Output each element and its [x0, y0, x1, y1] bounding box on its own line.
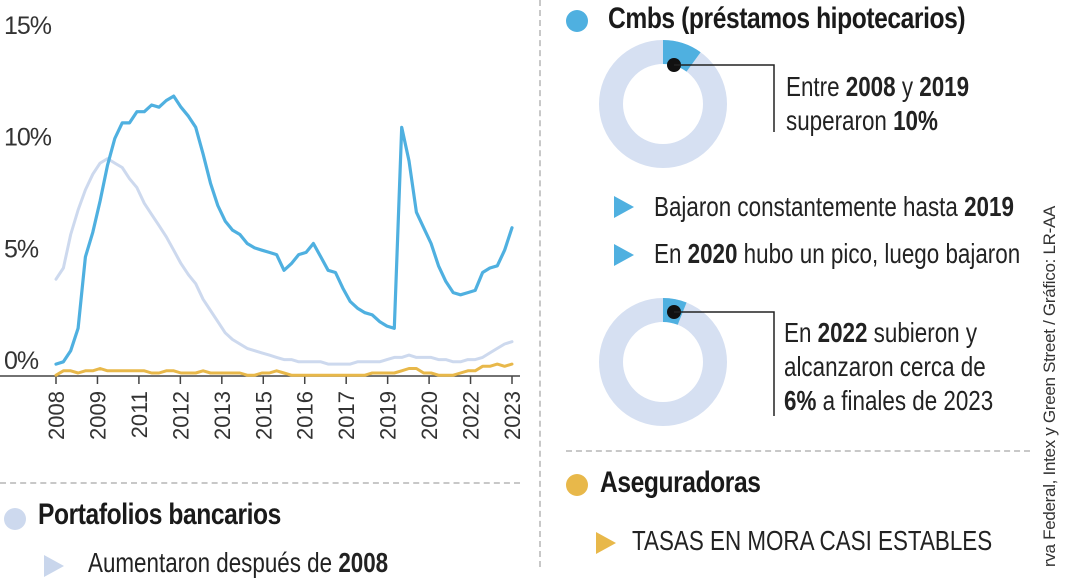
aseguradoras-title: Aseguradoras	[600, 466, 761, 499]
pie2-caption: En 2022 subieron y alcanzaron cerca de 6…	[784, 317, 994, 416]
x-tick-label: 2015	[251, 391, 276, 440]
y-tick-label: 5%	[4, 235, 39, 263]
x-tick-label: 2012	[168, 391, 193, 440]
line-chart: 0% 5% 10% 15% 2008 2009 2011 2012 2013 2015 2016 20…	[0, 12, 525, 440]
x-tick-label: 2019	[376, 391, 401, 440]
aseguradoras-legend-dot	[566, 474, 588, 496]
x-tick-label: 2022	[459, 391, 484, 440]
series-line-bancarios	[54, 157, 514, 366]
pie1-slice	[662, 40, 701, 72]
aseguradoras-bullet-icon	[596, 532, 616, 554]
x-tick-label: 2008	[44, 391, 69, 440]
pie1-caption: Entre 2008 y 2019 superaron 10%	[786, 71, 970, 136]
divider-right	[566, 450, 1030, 452]
cmbs-title: Cmbs (préstamos hipotecarios)	[608, 2, 966, 35]
cmbs-bullet2-icon	[614, 244, 634, 266]
cmbs-bullet1-text: Bajaron constantemente hasta 2019	[654, 191, 1014, 222]
divider-vertical	[539, 0, 541, 567]
bancarios-title: Portafolios bancarios	[38, 498, 281, 531]
y-tick-label: 0%	[4, 347, 39, 375]
bancarios-legend-dot	[4, 508, 26, 530]
source-credit: rva Federal, Intex y Green Street / Gráf…	[1040, 205, 1059, 567]
cmbs-bullet1-icon	[614, 196, 634, 218]
bancarios-bullet-icon	[44, 555, 64, 577]
divider-left	[0, 482, 520, 484]
x-tick-label: 2009	[85, 391, 110, 440]
x-tick-label: 2023	[500, 391, 525, 440]
cmbs-legend-dot	[566, 10, 588, 32]
series-line-aseguradoras	[54, 362, 514, 377]
y-tick-label: 15%	[4, 12, 52, 40]
pie-cmbs-2008-2019	[599, 40, 775, 168]
x-tick-label: 2013	[210, 391, 235, 440]
y-tick-label: 10%	[4, 124, 52, 152]
aseguradoras-bullet-text: TASAS EN MORA CASI ESTABLES	[632, 525, 993, 556]
cmbs-bullet2-text: En 2020 hubo un pico, luego bajaron	[654, 238, 1021, 269]
x-tick-label: 2011	[127, 391, 152, 438]
x-tick-label: 2016	[293, 391, 318, 440]
series-line-cmbs	[54, 94, 514, 366]
bancarios-bullet-text: Aumentaron después de 2008	[88, 547, 389, 578]
pie-cmbs-2022-2023	[599, 298, 775, 426]
x-tick-label: 2020	[417, 391, 442, 440]
x-tick-label: 2017	[334, 391, 359, 440]
